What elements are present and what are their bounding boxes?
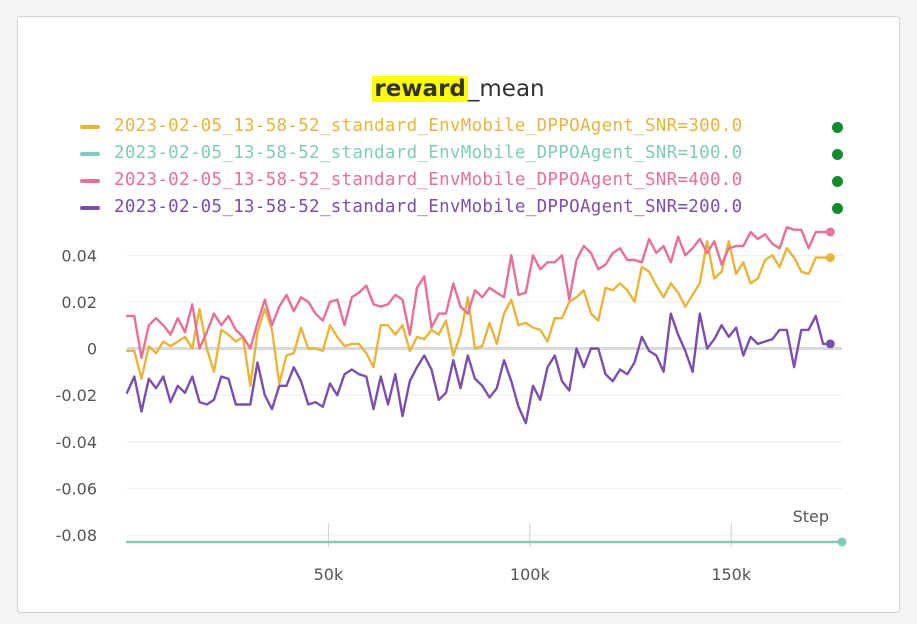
legend-entry-snr-300[interactable]: 2023-02-05_13-58-52_standard_EnvMobile_D… (80, 116, 860, 143)
legend-label: 2023-02-05_13-58-52_standard_EnvMobile_D… (114, 170, 743, 190)
legend-label: 2023-02-05_13-58-52_standard_EnvMobile_D… (114, 116, 743, 136)
legend-swatch (80, 125, 100, 129)
x-axis: 50k 100k 150k (314, 523, 752, 584)
y-axis: 0.04 0.02 0 -0.02 -0.04 -0.06 -0.08 (56, 246, 97, 545)
status-dot-icon (832, 149, 843, 160)
series-end-point-0 (825, 253, 835, 263)
y-tick-label: 0.04 (61, 246, 97, 265)
legend-swatch (80, 152, 100, 156)
y-tick-label: -0.06 (56, 479, 97, 498)
x-tick-label: 100k (510, 565, 551, 584)
legend-entry-snr-100[interactable]: 2023-02-05_13-58-52_standard_EnvMobile_D… (80, 143, 860, 170)
series-line-1[interactable] (125, 226, 832, 360)
chart-panel (17, 16, 900, 613)
legend-swatch (80, 179, 100, 183)
status-dot-icon (832, 176, 843, 187)
legend: 2023-02-05_13-58-52_standard_EnvMobile_D… (80, 116, 860, 220)
x-axis-label: Step (793, 507, 829, 526)
y-tick-label: 0 (87, 340, 97, 359)
series-line-0[interactable] (125, 240, 832, 387)
legend-entry-snr-200[interactable]: 2023-02-05_13-58-52_standard_EnvMobile_D… (80, 197, 860, 220)
series-layer (125, 226, 847, 547)
legend-swatch (80, 206, 100, 210)
status-dot-icon (832, 122, 843, 133)
y-tick-label: -0.08 (56, 526, 97, 545)
status-dot-icon (832, 203, 843, 214)
legend-label: 2023-02-05_13-58-52_standard_EnvMobile_D… (114, 197, 743, 217)
x-tick-label: 50k (314, 565, 344, 584)
y-tick-label: -0.02 (56, 386, 97, 405)
series-end-point-2 (825, 339, 835, 349)
y-tick-label: -0.04 (56, 433, 97, 452)
legend-entry-snr-400[interactable]: 2023-02-05_13-58-52_standard_EnvMobile_D… (80, 170, 860, 197)
y-tick-label: 0.02 (61, 293, 97, 312)
grid (127, 254, 842, 536)
title-highlight: reward (372, 76, 468, 102)
legend-label: 2023-02-05_13-58-52_standard_EnvMobile_D… (114, 143, 743, 163)
x-tick-label: 150k (711, 565, 752, 584)
series-line-2[interactable] (125, 312, 832, 425)
series-end-point-1 (825, 227, 835, 237)
title-rest: _mean (467, 76, 545, 102)
chart-title: reward_mean (0, 76, 917, 102)
series-end-point-3 (837, 537, 847, 547)
